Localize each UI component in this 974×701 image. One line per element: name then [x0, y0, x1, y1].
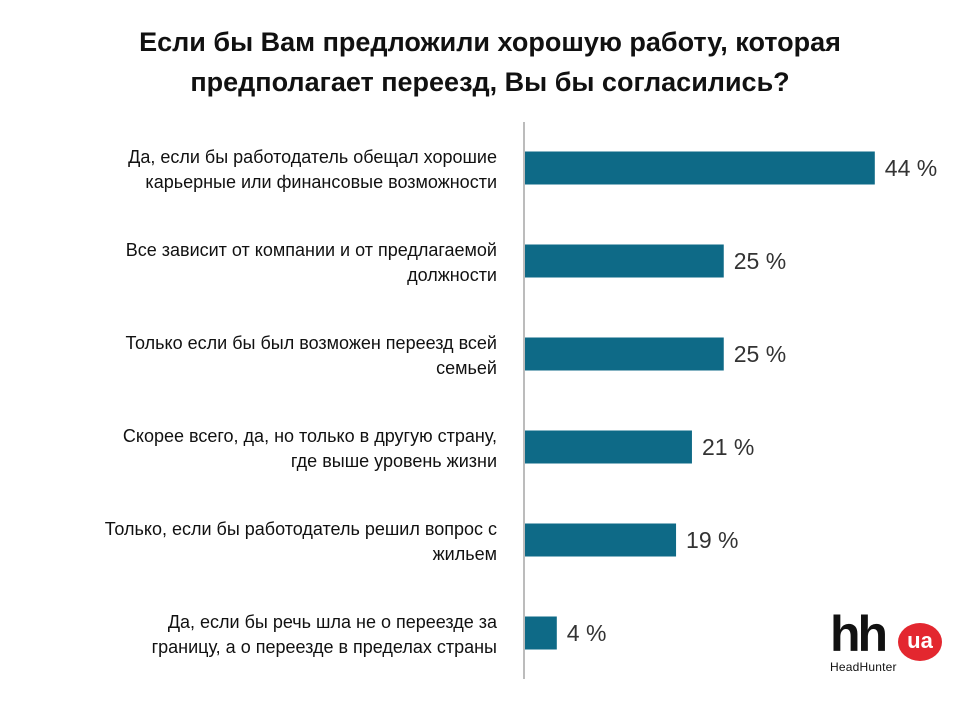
- bar-3: [525, 337, 724, 371]
- logo-mark: hh: [830, 606, 888, 662]
- bar-4: [525, 430, 692, 464]
- bar-5: [525, 523, 677, 557]
- bar-value-label-6: 4 %: [567, 620, 607, 646]
- category-label-1-line-1: Да, если бы работодатель обещал хорошие: [128, 147, 497, 167]
- chart-title-line-1: Если бы Вам предложили хорошую работу, к…: [139, 27, 841, 57]
- logo-badge: ua: [898, 623, 942, 661]
- category-label-3-line-2: семьей: [436, 358, 497, 378]
- category-label-2-line-1: Все зависит от компании и от предлагаемо…: [126, 240, 497, 260]
- bar-value-label-5: 19 %: [686, 527, 738, 553]
- category-label-3-line-1: Только если бы был возможен переезд всей: [125, 333, 497, 353]
- category-label-5-line-2: жильем: [433, 544, 497, 564]
- bar-value-label-2: 25 %: [734, 248, 786, 274]
- category-label-4-line-1: Скорее всего, да, но только в другую стр…: [123, 426, 497, 446]
- headhunter-logo: hh ua HeadHunter: [830, 607, 950, 677]
- bar-2: [525, 244, 724, 278]
- category-label-1-line-2: карьерные или финансовые возможности: [145, 172, 497, 192]
- bar-6: [525, 616, 557, 650]
- category-label-5-line-1: Только, если бы работодатель решил вопро…: [105, 519, 497, 539]
- logo-brand-name: HeadHunter: [830, 660, 897, 674]
- category-label-4-line-2: где выше уровень жизни: [291, 451, 497, 471]
- category-label-2-line-2: должности: [407, 265, 497, 285]
- bar-1: [525, 151, 875, 185]
- chart-title: Если бы Вам предложили хорошую работу, к…: [60, 22, 920, 102]
- bar-value-label-1: 44 %: [885, 155, 937, 181]
- category-label-6-line-2: границу, а о переезде в пределах страны: [152, 637, 497, 657]
- bar-value-label-3: 25 %: [734, 341, 786, 367]
- category-label-6-line-1: Да, если бы речь шла не о переезде за: [168, 612, 498, 632]
- chart-title-line-2: предполагает переезд, Вы бы согласились?: [190, 67, 790, 97]
- bar-value-label-4: 21 %: [702, 434, 754, 460]
